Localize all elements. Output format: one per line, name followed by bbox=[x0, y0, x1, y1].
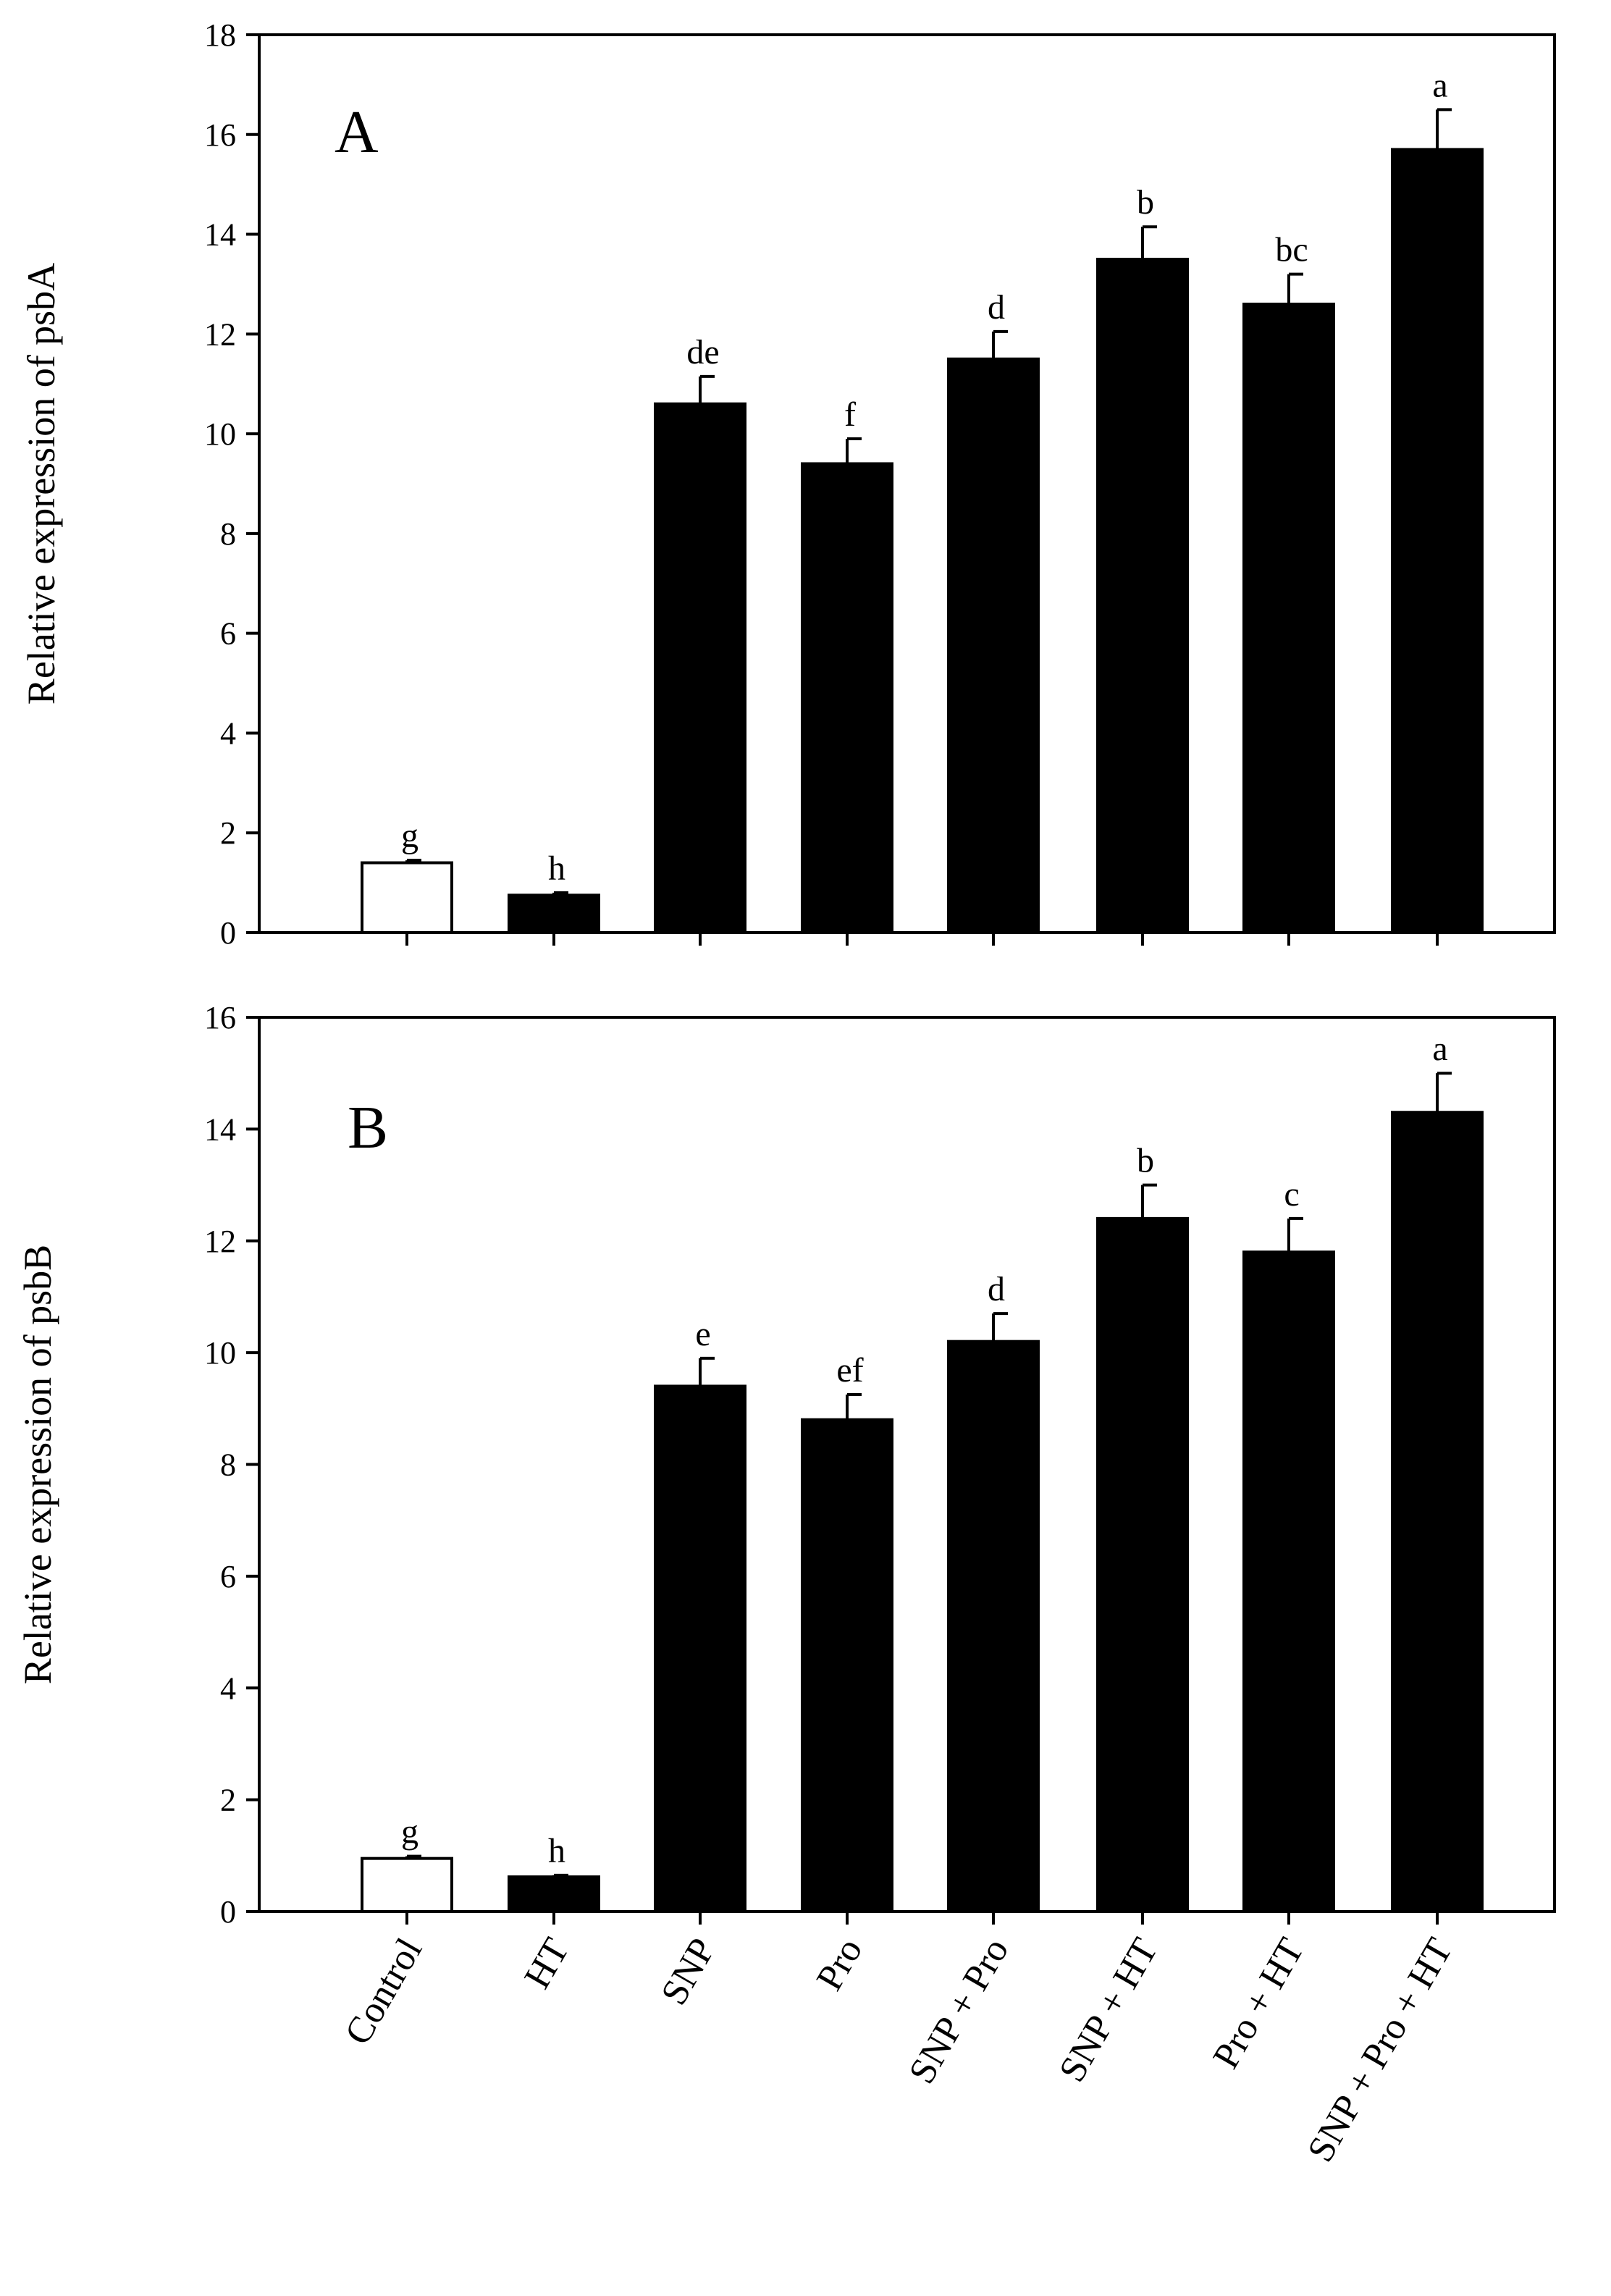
y-tick-label: 8 bbox=[220, 1447, 236, 1483]
y-axis-title-a: Relative expression of psbA bbox=[20, 263, 63, 705]
bar bbox=[801, 462, 893, 934]
bar bbox=[1242, 303, 1335, 934]
y-tick-label: 2 bbox=[220, 815, 236, 851]
significance-letter: g bbox=[401, 817, 418, 855]
bar bbox=[654, 402, 746, 934]
panel-a: 0 2 4 6 8 10 12 14 16 18 g h de f d b bc a A Relative ex… bbox=[20, 17, 1556, 951]
significance-letter: e bbox=[695, 1315, 710, 1353]
panel-label-b: B bbox=[348, 1094, 388, 1161]
y-tick-label: 8 bbox=[220, 516, 236, 552]
bar bbox=[947, 357, 1040, 934]
bars-b: g h e ef d b c a bbox=[361, 1030, 1484, 1914]
bar bbox=[508, 893, 600, 935]
y-tick-label: 6 bbox=[220, 616, 236, 652]
y-tick-label: 16 bbox=[204, 117, 236, 153]
bar bbox=[361, 1856, 453, 1913]
bar bbox=[1391, 1111, 1484, 1913]
bar bbox=[801, 1418, 893, 1913]
y-axis-b: 0 2 4 6 8 10 12 14 16 bbox=[204, 1000, 1439, 1930]
bar bbox=[654, 1384, 746, 1913]
y-axis-title-gene-b: psbB bbox=[16, 1245, 59, 1325]
significance-letter: d bbox=[988, 1270, 1005, 1308]
y-tick-label: 2 bbox=[220, 1783, 236, 1818]
y-tick-label: 16 bbox=[204, 1000, 236, 1035]
y-tick-label: 14 bbox=[204, 217, 236, 253]
y-tick-label: 0 bbox=[220, 915, 236, 951]
y-tick-label: 4 bbox=[220, 1670, 236, 1706]
y-tick-label: 12 bbox=[204, 1224, 236, 1259]
significance-letter: b bbox=[1137, 1142, 1154, 1180]
panel-label-a: A bbox=[335, 98, 379, 166]
panel-b: 0 2 4 6 8 10 12 14 16 g h e ef d b c a B Relative expre… bbox=[16, 1000, 1556, 1930]
significance-letter: g bbox=[401, 1813, 418, 1851]
y-axis-title-prefix-b: Relative expression of bbox=[16, 1325, 59, 1684]
bar bbox=[947, 1340, 1040, 1913]
y-tick-label: 18 bbox=[204, 17, 236, 53]
significance-letter: a bbox=[1432, 66, 1447, 104]
bar bbox=[1242, 1250, 1335, 1913]
bar bbox=[1096, 258, 1189, 934]
y-axis-title-b: Relative expression of psbB bbox=[16, 1245, 59, 1684]
y-tick-label: 10 bbox=[204, 1335, 236, 1371]
bars-a: g h de f d b bc a bbox=[361, 66, 1484, 935]
significance-letter: ef bbox=[836, 1351, 863, 1389]
y-axis-a: 0 2 4 6 8 10 12 14 16 18 bbox=[204, 17, 1439, 951]
significance-letter: h bbox=[548, 1832, 565, 1870]
y-tick-label: 6 bbox=[220, 1559, 236, 1594]
significance-letter: h bbox=[548, 849, 565, 888]
y-tick-label: 12 bbox=[204, 316, 236, 352]
significance-letter: b bbox=[1137, 183, 1154, 222]
y-axis-title-gene-a: psbA bbox=[20, 263, 63, 345]
y-axis-title-prefix-a: Relative expression of bbox=[20, 345, 63, 705]
significance-letter: a bbox=[1432, 1030, 1447, 1068]
plot-frame-a bbox=[258, 33, 1556, 934]
significance-letter: bc bbox=[1275, 231, 1308, 269]
significance-letter: de bbox=[686, 333, 719, 371]
bar bbox=[1391, 148, 1484, 934]
significance-letter: f bbox=[844, 395, 856, 434]
significance-letter: c bbox=[1284, 1175, 1299, 1214]
bar bbox=[1096, 1216, 1189, 1913]
y-tick-label: 4 bbox=[220, 715, 236, 751]
bar bbox=[508, 1875, 600, 1914]
significance-letter: d bbox=[988, 288, 1005, 327]
y-tick-label: 14 bbox=[204, 1111, 236, 1147]
y-tick-label: 0 bbox=[220, 1894, 236, 1930]
y-tick-label: 10 bbox=[204, 416, 236, 452]
bar bbox=[361, 861, 453, 934]
